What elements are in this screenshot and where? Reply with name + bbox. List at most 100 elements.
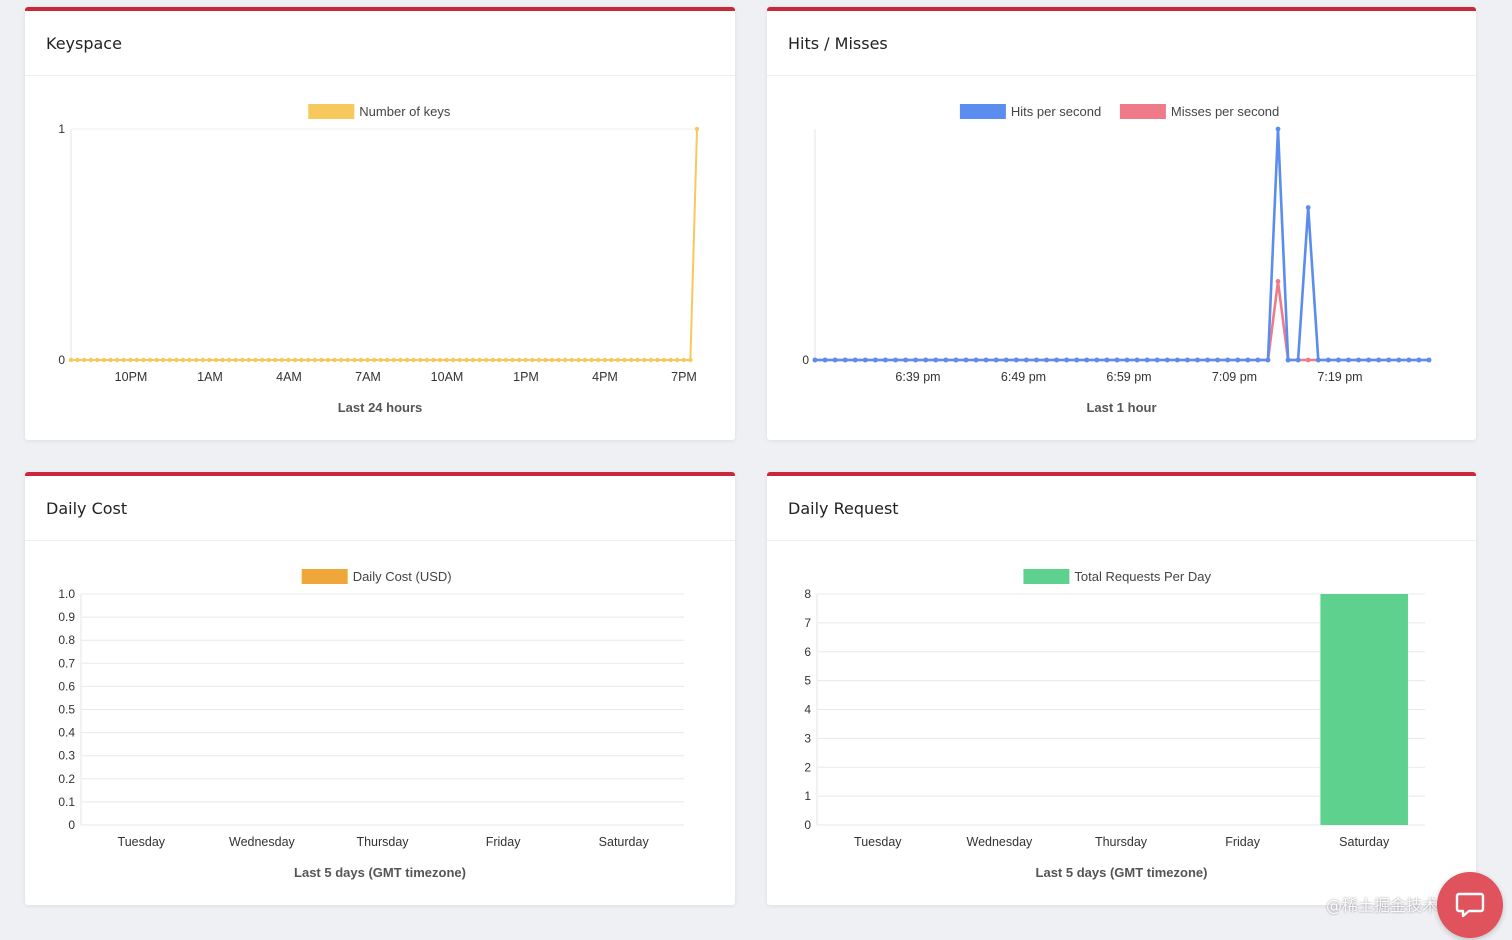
data-point [332,357,337,363]
hits-misses-chart: Hits per second Misses per second 0 6:39 pm… [802,104,1432,415]
daily-request-card: Daily Request Total Requests Per Day 0 1 2 3… [767,472,1476,905]
x-tick-label: 7PM [671,370,697,384]
data-point [903,357,908,363]
data-point [147,357,153,363]
data-point [1034,357,1039,363]
data-point [862,357,868,363]
data-point [569,357,574,363]
data-point [1003,357,1009,363]
chat-button[interactable] [1437,872,1503,938]
x-tick-label: 6:59 pm [1106,370,1151,384]
x-tick-label: 1AM [197,370,223,384]
data-point [609,357,614,363]
data-point [563,357,568,363]
y-tick-label: 0.4 [58,726,75,740]
y-tick-label: 0.7 [58,656,75,670]
data-point [628,357,634,363]
data-point [963,357,969,363]
data-point [668,357,673,363]
data-point [378,357,383,363]
data-point [622,357,627,363]
data-point [200,357,205,363]
y-tick-label: 0 [58,353,65,367]
data-point [1114,357,1120,363]
y-tick-label: 5 [804,674,811,688]
data-point [114,357,120,363]
data-point [1325,357,1331,363]
data-point [1154,357,1160,363]
data-point [1295,357,1301,363]
daily-request-chart: Total Requests Per Day 0 1 2 3 4 5 6 7 8 Tuesday We… [804,569,1425,880]
x-tick-label: 6:49 pm [1001,370,1046,384]
y-tick-label: 1.0 [58,587,75,601]
x-tick-label: Saturday [599,835,650,849]
data-point [101,357,107,363]
y-tick-label: 0.6 [58,679,75,693]
data-point [306,357,311,363]
data-point [167,357,173,363]
x-tick-label: Tuesday [118,835,166,849]
y-tick-label: 8 [804,587,811,601]
data-point [872,357,878,363]
hits-misses-card: Hits / Misses Hits per second Misses per … [767,7,1476,440]
y-tick-label: 2 [804,760,811,774]
series-line [815,127,1429,362]
data-point [832,357,838,363]
panel-title: Keyspace [25,11,735,76]
data-point [273,357,278,363]
data-point [1285,357,1291,363]
data-point [1013,357,1019,363]
data-point [1396,357,1402,363]
data-point [1426,357,1432,363]
data-point [602,357,607,363]
data-point [266,357,271,363]
data-point [1134,357,1140,363]
data-point [141,357,146,363]
y-tick-label: 7 [804,616,811,630]
data-point [983,357,989,363]
daily-cost-chart: Daily Cost (USD) 0 0.1 0.2 0.3 0.4 0.5 0.6 0.7 0.… [58,569,684,880]
data-point [822,357,828,363]
legend-swatch [1119,104,1166,119]
data-point [1064,357,1070,363]
data-point [681,357,687,363]
data-point [1124,357,1130,363]
data-point [1104,357,1110,363]
data-point [1195,357,1200,363]
data-point [1074,357,1080,363]
data-point [1094,357,1100,363]
data-point [121,357,126,363]
x-tick-label: Saturday [1339,835,1390,849]
data-point [226,357,232,363]
data-point [398,357,403,363]
data-point [523,357,528,363]
data-point [694,126,700,132]
data-point [345,357,350,363]
data-point [1275,279,1281,284]
data-point [81,357,87,363]
chat-icon [1455,892,1485,918]
data-point [352,357,357,363]
x-tick-label: 7:09 pm [1212,370,1257,384]
x-tick-label: 7:19 pm [1317,370,1362,384]
data-point [358,357,364,363]
keyspace-card: Keyspace Number of keys 0 1 10PM 1AM 4AM 7AM 10… [25,7,735,440]
data-point [1315,357,1321,363]
data-point [1164,357,1170,363]
data-point [477,357,482,363]
x-tick-label: Thursday [1095,835,1148,849]
data-point [576,357,581,363]
x-tick-label: Wednesday [229,835,296,849]
panel-title: Daily Request [767,476,1476,541]
data-point [943,357,949,363]
data-point [993,357,999,363]
data-point [464,357,469,363]
y-tick-label: 1 [804,789,811,803]
x-tick-label: 4AM [276,370,302,384]
series-line [71,128,698,361]
data-point [582,357,588,363]
x-axis-title: Last 24 hours [338,400,423,415]
data-point [483,357,489,363]
panel-title: Hits / Misses [767,11,1476,76]
x-tick-label: 6:39 pm [895,370,940,384]
